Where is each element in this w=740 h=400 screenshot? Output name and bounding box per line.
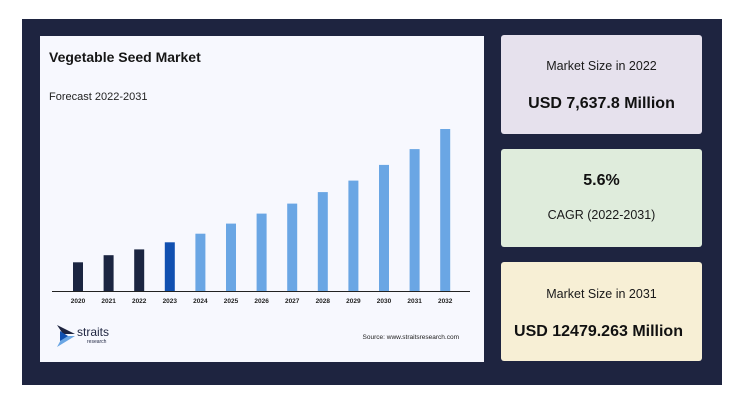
bar-2031 — [409, 149, 420, 291]
stat-value: USD 12479.263 Million — [514, 323, 683, 340]
arrow-logo-icon — [57, 325, 75, 347]
brand-name: straits — [77, 325, 110, 339]
bar-2023 — [164, 242, 175, 291]
bar-chart: 2020 2021 2022 2023 2024 2025 2026 2027 2028 2029… — [52, 129, 470, 305]
x-tick-label-2030: 2030 — [377, 298, 392, 305]
x-tick-label-2020: 2020 — [71, 298, 86, 305]
bar-2020 — [73, 262, 83, 291]
bar-2028 — [317, 192, 328, 291]
bar-2021 — [103, 255, 114, 291]
brand-logo: straits research — [57, 325, 127, 349]
stat-value: 5.6% — [583, 172, 620, 189]
chart-subtitle: Forecast 2022-2031 — [49, 91, 148, 103]
x-tick-label-2026: 2026 — [254, 298, 269, 305]
chart-panel: 2020 2021 2022 2023 2024 2025 2026 2027 2028 2029… — [40, 36, 484, 362]
x-tick-label-2025: 2025 — [224, 298, 239, 305]
x-tick-label-2023: 2023 — [163, 298, 178, 305]
bar-2030 — [379, 164, 389, 291]
bar-2027 — [287, 203, 298, 291]
market-size-2022-card: Market Size in 2022 USD 7,637.8 Million — [501, 35, 702, 134]
cagr-card: 5.6% CAGR (2022-2031) — [501, 149, 702, 247]
x-tick-label-2021: 2021 — [101, 298, 116, 305]
bar-2029 — [348, 180, 359, 291]
stat-label: Market Size in 2022 — [546, 59, 657, 73]
stat-value: USD 7,637.8 Million — [528, 95, 675, 112]
stat-label: CAGR (2022-2031) — [547, 208, 656, 222]
bar-2025 — [226, 223, 236, 291]
brand-subtitle: research — [87, 339, 107, 345]
x-tick-label-2029: 2029 — [346, 298, 361, 305]
x-tick-label-2031: 2031 — [407, 298, 422, 305]
bar-2024 — [195, 233, 206, 291]
bar-2032 — [440, 129, 451, 291]
x-tick-label-2022: 2022 — [132, 298, 147, 305]
bar-2022 — [134, 249, 145, 291]
bar-2026 — [256, 213, 267, 291]
x-tick-label-2028: 2028 — [316, 298, 331, 305]
x-tick-label-2024: 2024 — [193, 298, 208, 305]
chart-title: Vegetable Seed Market — [49, 49, 201, 65]
stat-label: Market Size in 2031 — [546, 287, 657, 301]
source-note: Source: www.straitsresearch.com — [362, 334, 459, 341]
market-size-2031-card: Market Size in 2031 USD 12479.263 Millio… — [501, 262, 702, 361]
x-tick-label-2027: 2027 — [285, 298, 300, 305]
x-tick-label-2032: 2032 — [438, 298, 453, 305]
